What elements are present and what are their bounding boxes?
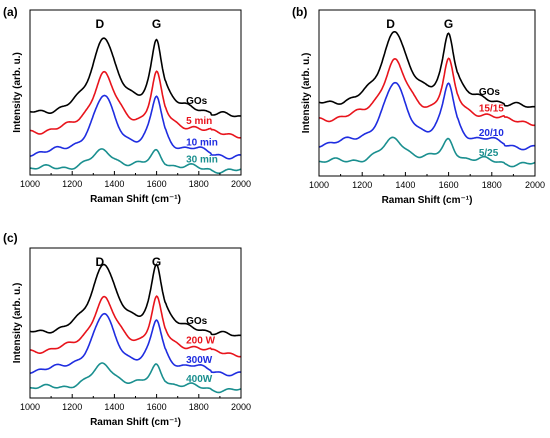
series-line-3	[29, 94, 242, 160]
series-label: 30 min	[186, 155, 218, 166]
series-line-4	[318, 136, 536, 168]
x-tick-label: 1000	[20, 402, 40, 412]
x-tick-label: 1600	[147, 179, 167, 189]
y-axis-title: Intensity (arb. u.)	[12, 52, 23, 133]
y-axis-title: Intensity (arb. u.)	[12, 283, 23, 364]
peak-label-d: D	[96, 17, 105, 31]
series-line-2	[318, 57, 536, 127]
peak-label-d: D	[386, 17, 395, 31]
series-line-4	[29, 148, 242, 174]
series-label: 15/15	[479, 103, 504, 114]
x-tick-label: 2000	[231, 179, 251, 189]
series-label: GOs	[186, 316, 208, 327]
series-line-2	[29, 295, 242, 358]
x-tick-label: 1000	[20, 179, 40, 189]
peak-label-g: G	[152, 17, 161, 31]
x-tick-label: 1400	[395, 180, 415, 190]
panel-label: (c)	[3, 231, 18, 245]
y-axis-title: Intensity (arb. u.)	[301, 53, 312, 134]
x-tick-label: 1600	[439, 180, 459, 190]
x-tick-label: 1200	[62, 402, 82, 412]
series-label: GOs	[479, 87, 501, 98]
x-axis-title: Raman Shift (cm⁻¹)	[382, 195, 473, 206]
chart-panel-3: (c) GOs 200 W 300W 400W 1000 1200 1400 1600 1800 2…	[3, 231, 251, 428]
x-tick-label: 1400	[104, 402, 124, 412]
x-tick-label: 1800	[189, 402, 209, 412]
x-tick-label: 2000	[231, 402, 251, 412]
series-label: GOs	[186, 96, 208, 107]
series-line-1	[29, 263, 242, 337]
x-tick-label: 1200	[62, 179, 82, 189]
x-tick-label: 1200	[352, 180, 372, 190]
series-line-1	[29, 37, 242, 118]
series-label: 400W	[186, 374, 213, 385]
x-tick-label: 1800	[189, 179, 209, 189]
series-label: 10 min	[186, 137, 218, 148]
x-axis-title: Raman Shift (cm⁻¹)	[90, 417, 181, 428]
series-label: 300W	[186, 355, 213, 366]
x-axis-title: Raman Shift (cm⁻¹)	[90, 194, 181, 205]
x-tick-label: 1600	[147, 402, 167, 412]
panel-label: (b)	[292, 5, 307, 19]
series-line-3	[29, 312, 242, 377]
panel-label: (a)	[3, 5, 18, 19]
series-line-1	[318, 31, 536, 108]
x-tick-label: 1000	[309, 180, 329, 190]
series-line-4	[29, 362, 242, 394]
plot-frame	[318, 9, 536, 177]
peak-label-d: D	[96, 255, 105, 269]
series-line-2	[29, 70, 242, 139]
x-tick-label: 1400	[104, 179, 124, 189]
x-tick-label: 1800	[482, 180, 502, 190]
peak-label-g: G	[152, 255, 161, 269]
chart-panel-2: (b) GOs 15/15 20/10 5/25 1000 1200 1400 1600 1800…	[292, 5, 545, 206]
peak-label-g: G	[444, 17, 453, 31]
series-label: 20/10	[479, 128, 504, 139]
series-label: 5/25	[479, 148, 499, 159]
series-label: 5 min	[186, 116, 212, 127]
x-tick-label: 2000	[525, 180, 545, 190]
series-line-3	[318, 81, 536, 151]
series-label: 200 W	[186, 336, 215, 347]
chart-panel-1: (a) GOs 5 min 10 min 30 min 1000 1200 1400 1600 1…	[3, 5, 251, 205]
